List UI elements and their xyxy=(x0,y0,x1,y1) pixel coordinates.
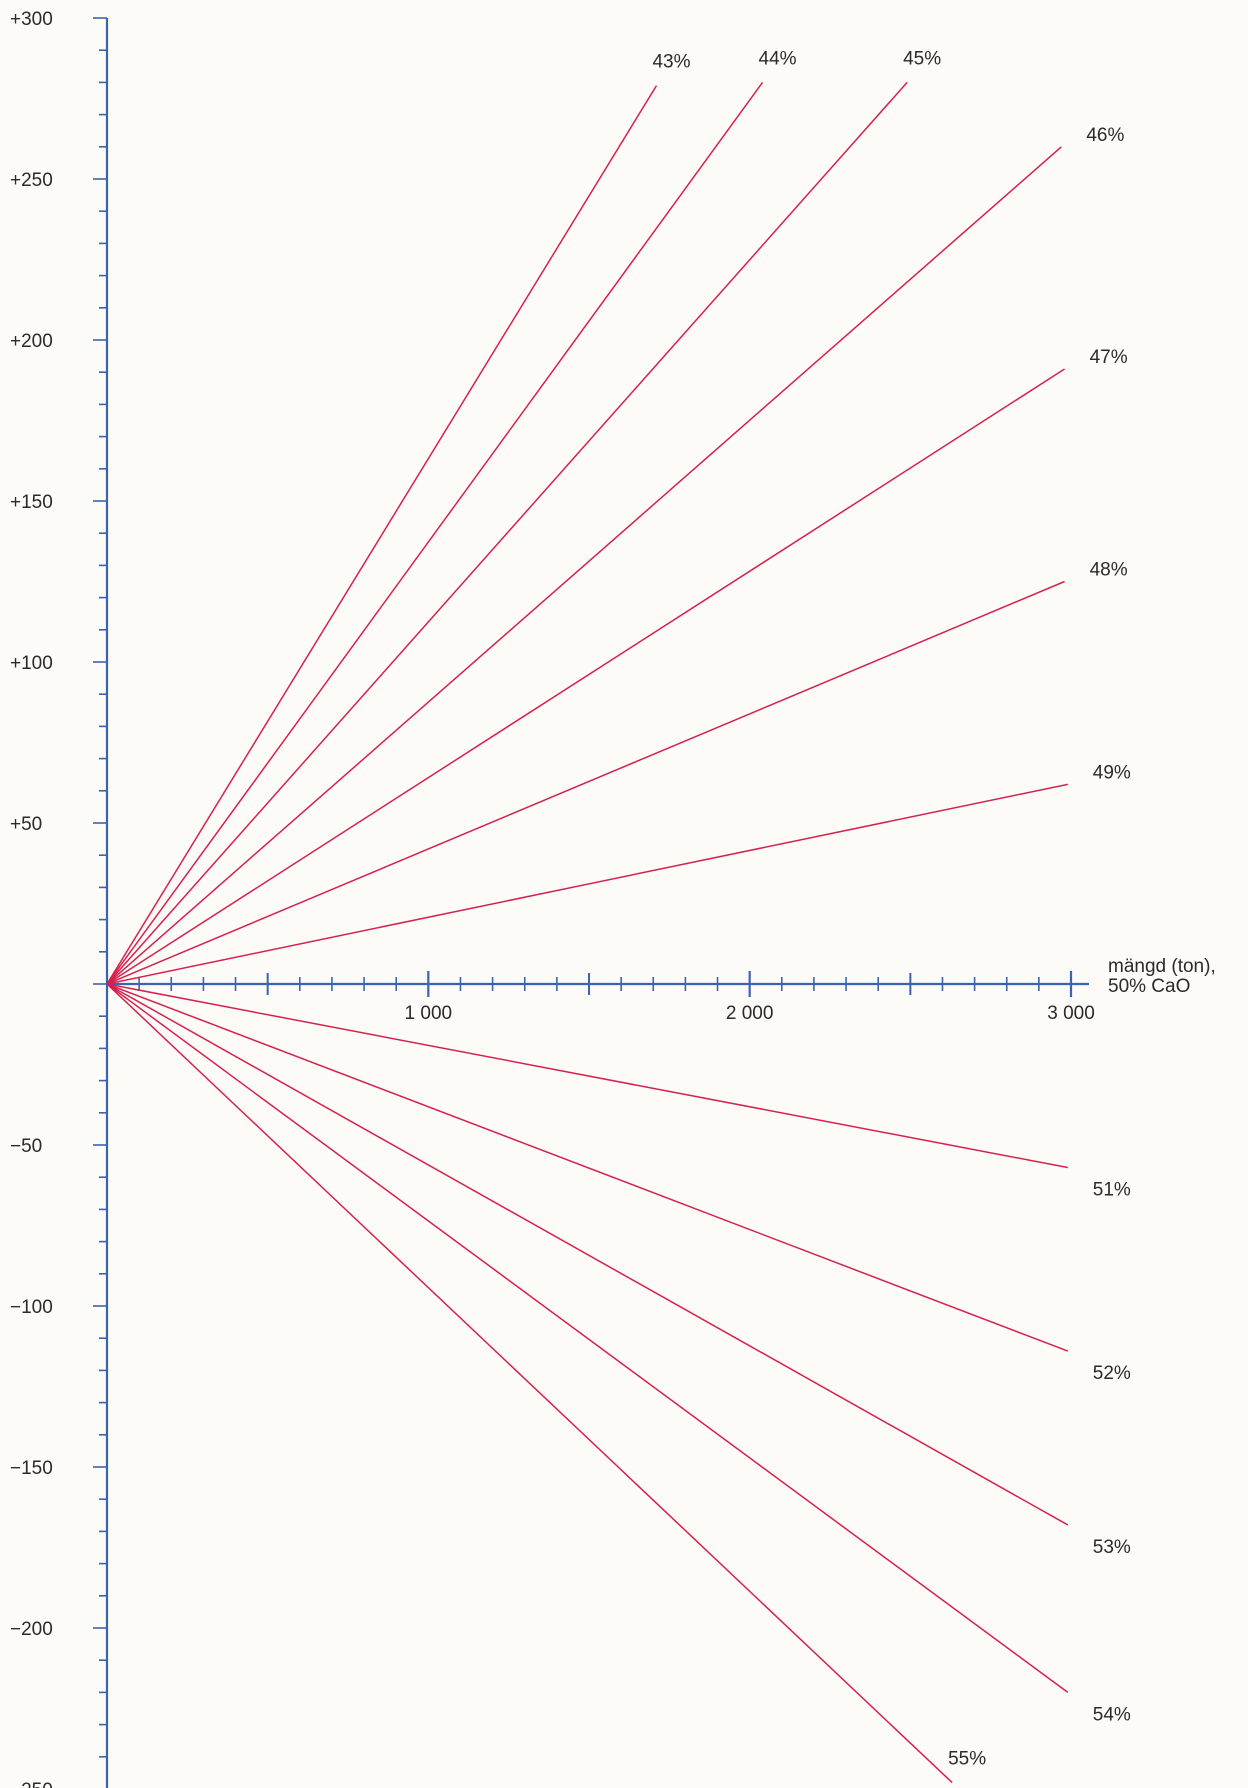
series-label: 51% xyxy=(1093,1180,1131,1201)
series-lines xyxy=(106,81,1069,1784)
series-line xyxy=(106,983,1069,1526)
series-line xyxy=(106,783,1068,985)
series-label: 53% xyxy=(1093,1537,1131,1558)
y-tick-label: −100 xyxy=(10,1297,53,1318)
series-line xyxy=(106,368,1065,985)
series-label: 54% xyxy=(1093,1704,1131,1725)
x-axis: 1 000 2 000 3 000 xyxy=(107,971,1095,1024)
series-label: 44% xyxy=(759,48,797,69)
series-line xyxy=(106,81,764,985)
series-line xyxy=(106,580,1065,985)
x-tick-label: 1 000 xyxy=(405,1003,453,1024)
series-label: 43% xyxy=(652,52,690,73)
y-tick-label: +250 xyxy=(10,170,53,191)
x-tick-label: 2 000 xyxy=(726,1003,774,1024)
y-tick-label: +200 xyxy=(10,331,53,352)
y-tick-label: +300 xyxy=(10,9,53,30)
series-label: 49% xyxy=(1093,762,1131,783)
series-label: 46% xyxy=(1086,125,1124,146)
y-tick-label: −50 xyxy=(10,1136,42,1157)
x-axis-title-line-1: mängd (ton), xyxy=(1108,956,1216,977)
y-tick-label: +50 xyxy=(10,814,42,835)
series-label: 45% xyxy=(903,48,941,69)
y-axis: +300 +250 +200 +150 +100 +50 −50 −100 −150 −200 −2… xyxy=(10,9,109,1788)
series-label: 47% xyxy=(1090,347,1128,368)
y-tick-label: −150 xyxy=(10,1458,53,1479)
series-label: 48% xyxy=(1090,560,1128,581)
series-line xyxy=(106,983,1068,1169)
series-labels: 43% 44% 45% 46% 47% 48% 49% 51% 52% 53% 54% 55% xyxy=(652,48,1130,1769)
y-tick-label: −200 xyxy=(10,1619,53,1640)
series-line xyxy=(106,146,1062,985)
x-tick-label: 3 000 xyxy=(1047,1003,1095,1024)
y-tick-label: +100 xyxy=(10,653,53,674)
series-line xyxy=(106,983,1069,1694)
y-tick-label: −250 xyxy=(10,1780,53,1788)
series-label: 52% xyxy=(1093,1363,1131,1384)
series-line xyxy=(106,81,908,985)
series-line xyxy=(106,85,658,985)
y-tick-label: +150 xyxy=(10,492,53,513)
series-label: 55% xyxy=(948,1749,986,1770)
x-axis-title-line-2: 50% CaO xyxy=(1108,976,1190,997)
series-line xyxy=(106,983,953,1784)
series-line xyxy=(106,983,1069,1352)
